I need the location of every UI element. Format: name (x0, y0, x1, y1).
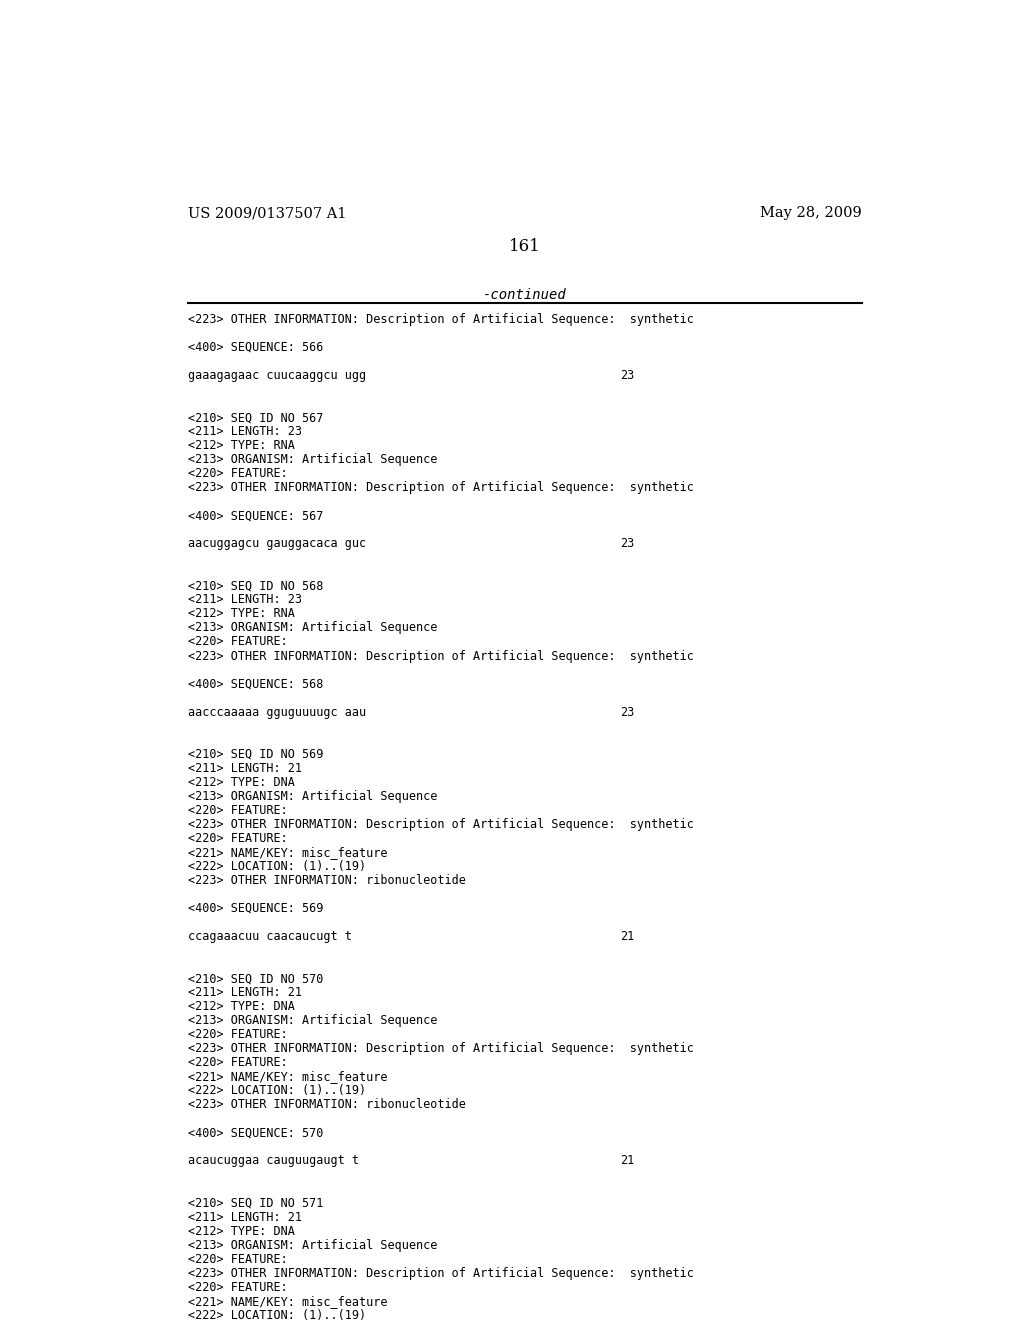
Text: 23: 23 (620, 537, 634, 550)
Text: <220> FEATURE:: <220> FEATURE: (187, 1280, 288, 1294)
Text: <400> SEQUENCE: 569: <400> SEQUENCE: 569 (187, 902, 323, 915)
Text: <213> ORGANISM: Artificial Sequence: <213> ORGANISM: Artificial Sequence (187, 622, 437, 635)
Text: <400> SEQUENCE: 567: <400> SEQUENCE: 567 (187, 510, 323, 523)
Text: <220> FEATURE:: <220> FEATURE: (187, 832, 288, 845)
Text: <220> FEATURE:: <220> FEATURE: (187, 1253, 288, 1266)
Text: <223> OTHER INFORMATION: Description of Artificial Sequence:  synthetic: <223> OTHER INFORMATION: Description of … (187, 1043, 693, 1055)
Text: <213> ORGANISM: Artificial Sequence: <213> ORGANISM: Artificial Sequence (187, 1014, 437, 1027)
Text: <210> SEQ ID NO 570: <210> SEQ ID NO 570 (187, 972, 323, 985)
Text: <212> TYPE: RNA: <212> TYPE: RNA (187, 607, 294, 620)
Text: <400> SEQUENCE: 566: <400> SEQUENCE: 566 (187, 341, 323, 354)
Text: <211> LENGTH: 21: <211> LENGTH: 21 (187, 986, 301, 999)
Text: <211> LENGTH: 23: <211> LENGTH: 23 (187, 594, 301, 606)
Text: <220> FEATURE:: <220> FEATURE: (187, 1056, 288, 1069)
Text: <222> LOCATION: (1)..(19): <222> LOCATION: (1)..(19) (187, 859, 366, 873)
Text: May 28, 2009: May 28, 2009 (761, 206, 862, 220)
Text: <223> OTHER INFORMATION: ribonucleotide: <223> OTHER INFORMATION: ribonucleotide (187, 1098, 465, 1111)
Text: <223> OTHER INFORMATION: Description of Artificial Sequence:  synthetic: <223> OTHER INFORMATION: Description of … (187, 1267, 693, 1279)
Text: <211> LENGTH: 21: <211> LENGTH: 21 (187, 1210, 301, 1224)
Text: <220> FEATURE:: <220> FEATURE: (187, 1028, 288, 1041)
Text: <212> TYPE: RNA: <212> TYPE: RNA (187, 440, 294, 453)
Text: 23: 23 (620, 370, 634, 381)
Text: <211> LENGTH: 23: <211> LENGTH: 23 (187, 425, 301, 438)
Text: <213> ORGANISM: Artificial Sequence: <213> ORGANISM: Artificial Sequence (187, 1238, 437, 1251)
Text: <221> NAME/KEY: misc_feature: <221> NAME/KEY: misc_feature (187, 1071, 387, 1084)
Text: -continued: -continued (483, 289, 566, 302)
Text: gaaagagaac cuucaaggcu ugg: gaaagagaac cuucaaggcu ugg (187, 370, 366, 381)
Text: <212> TYPE: DNA: <212> TYPE: DNA (187, 1001, 294, 1014)
Text: <220> FEATURE:: <220> FEATURE: (187, 635, 288, 648)
Text: <211> LENGTH: 21: <211> LENGTH: 21 (187, 762, 301, 775)
Text: 23: 23 (620, 706, 634, 718)
Text: 161: 161 (509, 238, 541, 255)
Text: <210> SEQ ID NO 571: <210> SEQ ID NO 571 (187, 1196, 323, 1209)
Text: 21: 21 (620, 1155, 634, 1167)
Text: <223> OTHER INFORMATION: Description of Artificial Sequence:  synthetic: <223> OTHER INFORMATION: Description of … (187, 313, 693, 326)
Text: <220> FEATURE:: <220> FEATURE: (187, 804, 288, 817)
Text: aacccaaaaa gguguuuugc aau: aacccaaaaa gguguuuugc aau (187, 706, 366, 718)
Text: <213> ORGANISM: Artificial Sequence: <213> ORGANISM: Artificial Sequence (187, 789, 437, 803)
Text: ccagaaacuu caacaucugt t: ccagaaacuu caacaucugt t (187, 931, 351, 942)
Text: <210> SEQ ID NO 567: <210> SEQ ID NO 567 (187, 411, 323, 424)
Text: <223> OTHER INFORMATION: Description of Artificial Sequence:  synthetic: <223> OTHER INFORMATION: Description of … (187, 482, 693, 494)
Text: acaucuggaa cauguugaugt t: acaucuggaa cauguugaugt t (187, 1155, 358, 1167)
Text: <221> NAME/KEY: misc_feature: <221> NAME/KEY: misc_feature (187, 846, 387, 859)
Text: aacuggagcu gauggacaca guc: aacuggagcu gauggacaca guc (187, 537, 366, 550)
Text: 21: 21 (620, 931, 634, 942)
Text: <213> ORGANISM: Artificial Sequence: <213> ORGANISM: Artificial Sequence (187, 453, 437, 466)
Text: <400> SEQUENCE: 570: <400> SEQUENCE: 570 (187, 1126, 323, 1139)
Text: <222> LOCATION: (1)..(19): <222> LOCATION: (1)..(19) (187, 1084, 366, 1097)
Text: <223> OTHER INFORMATION: ribonucleotide: <223> OTHER INFORMATION: ribonucleotide (187, 874, 465, 887)
Text: <210> SEQ ID NO 568: <210> SEQ ID NO 568 (187, 579, 323, 593)
Text: <223> OTHER INFORMATION: Description of Artificial Sequence:  synthetic: <223> OTHER INFORMATION: Description of … (187, 649, 693, 663)
Text: US 2009/0137507 A1: US 2009/0137507 A1 (187, 206, 346, 220)
Text: <212> TYPE: DNA: <212> TYPE: DNA (187, 776, 294, 789)
Text: <220> FEATURE:: <220> FEATURE: (187, 467, 288, 480)
Text: <210> SEQ ID NO 569: <210> SEQ ID NO 569 (187, 747, 323, 760)
Text: <212> TYPE: DNA: <212> TYPE: DNA (187, 1225, 294, 1238)
Text: <222> LOCATION: (1)..(19): <222> LOCATION: (1)..(19) (187, 1308, 366, 1320)
Text: <400> SEQUENCE: 568: <400> SEQUENCE: 568 (187, 677, 323, 690)
Text: <221> NAME/KEY: misc_feature: <221> NAME/KEY: misc_feature (187, 1295, 387, 1308)
Text: <223> OTHER INFORMATION: Description of Artificial Sequence:  synthetic: <223> OTHER INFORMATION: Description of … (187, 818, 693, 830)
